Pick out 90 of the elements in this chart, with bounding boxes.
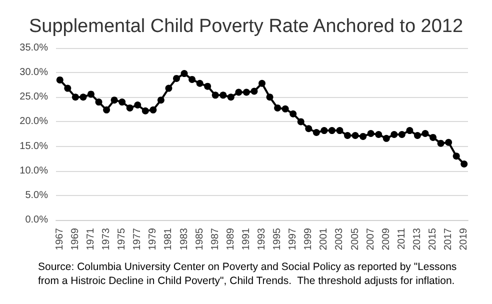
x-tick-label: 2019 bbox=[458, 228, 470, 250]
point bbox=[118, 98, 126, 106]
x-tick-label: 1975 bbox=[116, 228, 128, 250]
y-tick-label: 15.0% bbox=[20, 140, 48, 152]
point bbox=[196, 80, 204, 87]
y-tick-label: 0.0% bbox=[25, 214, 48, 226]
y-tick-label: 30.0% bbox=[20, 67, 48, 78]
x-tick-label: 1985 bbox=[194, 228, 206, 250]
point bbox=[80, 94, 87, 101]
x-tick-label: 1997 bbox=[288, 228, 299, 250]
point bbox=[242, 88, 250, 96]
y-tick-label: 5.0% bbox=[25, 190, 48, 201]
chart-title: Supplemental Child Poverty Rate Anchored to 2012 bbox=[28, 16, 464, 37]
x-tick-label: 1989 bbox=[225, 228, 236, 250]
x-tick-label: 2017 bbox=[443, 228, 454, 250]
point bbox=[227, 94, 234, 101]
point bbox=[297, 118, 304, 126]
point bbox=[235, 88, 242, 96]
x-tick-label: 1979 bbox=[148, 228, 159, 250]
point bbox=[375, 130, 382, 138]
x-tick-label: 1971 bbox=[85, 228, 96, 250]
x-tick-label: 2003 bbox=[334, 228, 346, 250]
x-tick-label: 1993 bbox=[256, 228, 268, 250]
point bbox=[173, 74, 180, 82]
point bbox=[87, 90, 94, 98]
x-tick-label: 1981 bbox=[163, 228, 174, 250]
point bbox=[360, 132, 367, 140]
point bbox=[258, 80, 266, 87]
point bbox=[344, 132, 352, 139]
x-tick-label: 1969 bbox=[70, 228, 81, 250]
x-tick-label: 1983 bbox=[178, 228, 190, 250]
x-tick-label: 1995 bbox=[272, 228, 284, 250]
point bbox=[320, 127, 328, 134]
x-tick-label: 1991 bbox=[240, 228, 252, 250]
x-tick-label: 1977 bbox=[132, 228, 144, 250]
point bbox=[422, 130, 429, 138]
x-tick-label: 2009 bbox=[380, 228, 392, 250]
point bbox=[414, 132, 421, 139]
point bbox=[312, 129, 320, 136]
point bbox=[282, 105, 289, 112]
point bbox=[382, 134, 390, 142]
point bbox=[406, 127, 414, 134]
point bbox=[398, 130, 406, 138]
point bbox=[64, 84, 72, 92]
x-tick-label: 2001 bbox=[318, 228, 330, 250]
point bbox=[103, 106, 110, 114]
point bbox=[134, 102, 142, 109]
point bbox=[110, 96, 118, 104]
point bbox=[95, 98, 102, 106]
point bbox=[56, 76, 64, 84]
point bbox=[290, 110, 297, 118]
point bbox=[367, 130, 374, 138]
point bbox=[352, 132, 359, 139]
point bbox=[165, 84, 172, 92]
y-tick-label: 10.0% bbox=[20, 165, 48, 176]
point bbox=[336, 127, 344, 134]
x-tick-label: 2015 bbox=[428, 228, 439, 250]
x-tick-label: 1987 bbox=[210, 228, 221, 250]
point bbox=[188, 76, 196, 83]
point bbox=[157, 96, 164, 104]
x-tick-label: 1973 bbox=[101, 228, 112, 250]
x-tick-label: 2005 bbox=[350, 228, 361, 250]
x-tick-label: 2013 bbox=[412, 228, 423, 250]
point bbox=[452, 152, 460, 160]
y-tick-label: 20.0% bbox=[20, 116, 48, 128]
point bbox=[142, 107, 149, 114]
x-tick-label: 2007 bbox=[365, 228, 376, 250]
point bbox=[445, 138, 452, 146]
point bbox=[150, 106, 157, 114]
y-tick-label: 35.0% bbox=[20, 42, 48, 54]
point bbox=[72, 94, 79, 101]
point bbox=[305, 125, 312, 132]
point bbox=[220, 92, 227, 99]
point bbox=[460, 160, 468, 168]
point bbox=[328, 127, 336, 134]
x-tick-label: 1967 bbox=[54, 228, 66, 250]
y-tick-label: 25.0% bbox=[20, 92, 48, 103]
source-note: Source: Columbia University Center on Poverty and Social Policy as reported by "Lessons from a Histroic Decline in Child Poverty", Child Trends. The threshold adjusts for inflation. bbox=[38, 261, 460, 287]
point bbox=[430, 134, 437, 141]
point bbox=[212, 92, 219, 99]
point bbox=[437, 140, 444, 147]
point bbox=[390, 130, 398, 138]
point bbox=[126, 104, 134, 112]
point bbox=[204, 82, 212, 90]
x-tick-label: 1999 bbox=[303, 228, 314, 250]
point bbox=[250, 88, 258, 95]
x-tick-label: 2011 bbox=[396, 228, 408, 250]
point bbox=[274, 104, 282, 112]
point bbox=[180, 70, 188, 78]
point bbox=[266, 94, 274, 101]
